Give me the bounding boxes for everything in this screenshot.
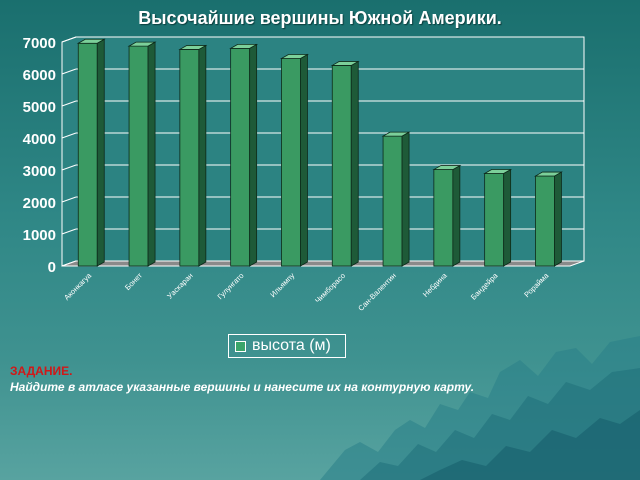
y-tick-label: 2000: [23, 195, 56, 212]
bar-top: [127, 41, 157, 47]
x-tick-label: Гулунгато: [216, 271, 246, 301]
gridline-1: [61, 228, 77, 235]
legend-swatch: [235, 340, 246, 352]
bar: [128, 45, 149, 267]
bar-top: [279, 54, 309, 59]
bar: [281, 58, 301, 267]
bar-side: [401, 131, 410, 267]
task-text: Найдите в атласе указанные вершины и нан…: [10, 380, 475, 394]
bar-top: [533, 171, 563, 177]
bar: [179, 49, 200, 267]
x-tick-label: Небдина: [421, 270, 449, 298]
bar-side: [147, 41, 156, 267]
gridline-5: [61, 100, 77, 107]
bar-side: [503, 168, 512, 267]
x-tick-label: Чимборасо: [313, 271, 347, 305]
bar: [484, 173, 505, 267]
x-tick-label: Ильямпу: [268, 271, 296, 299]
y-tick-label: 6000: [23, 67, 56, 84]
bar: [535, 175, 555, 267]
bar-top: [483, 169, 513, 174]
bar: [433, 169, 454, 267]
bar: [331, 65, 352, 267]
gridline-7: [61, 36, 77, 43]
x-tick-label: Уаскаран: [165, 271, 195, 301]
gridline-3: [61, 164, 77, 171]
x-tick-label: Рорайма: [522, 270, 551, 299]
bar-side: [350, 60, 359, 267]
y-tick-label: 4000: [23, 131, 56, 148]
bar: [230, 48, 251, 267]
y-tick-label: 7000: [23, 35, 56, 52]
bar: [382, 135, 403, 267]
bar-side: [198, 44, 207, 267]
x-tick-label: Аконкагуа: [62, 270, 94, 302]
y-tick-label: 1000: [23, 227, 56, 244]
gridline-4: [61, 132, 77, 139]
bar-top: [229, 44, 259, 49]
task-heading: ЗАДАНИЕ.: [10, 364, 73, 378]
x-tick-label: Сан-Валентин: [356, 271, 398, 313]
bar: [77, 42, 98, 267]
gridline-2: [61, 196, 77, 203]
legend-label: высота (м): [252, 337, 331, 354]
bar-top: [76, 38, 106, 44]
bar-side: [300, 53, 308, 267]
x-tick-label: Бонет: [123, 271, 144, 292]
legend: высота (м): [228, 334, 346, 358]
bar-top: [381, 131, 411, 137]
y-tick-label: 5000: [23, 99, 56, 116]
bar-side: [452, 164, 461, 267]
gridline-6: [61, 68, 77, 75]
bar-side: [249, 43, 258, 267]
bar-top: [178, 45, 208, 50]
bar-top: [432, 165, 462, 170]
bar-side: [554, 171, 562, 267]
chart-title: Высочайшие вершины Южной Америки.: [138, 8, 502, 28]
x-tick-label: Бандейра: [469, 270, 500, 301]
bar-top: [330, 61, 360, 66]
bar-side: [96, 38, 105, 267]
y-tick-label: 0: [48, 259, 56, 276]
y-tick-label: 3000: [23, 163, 56, 180]
